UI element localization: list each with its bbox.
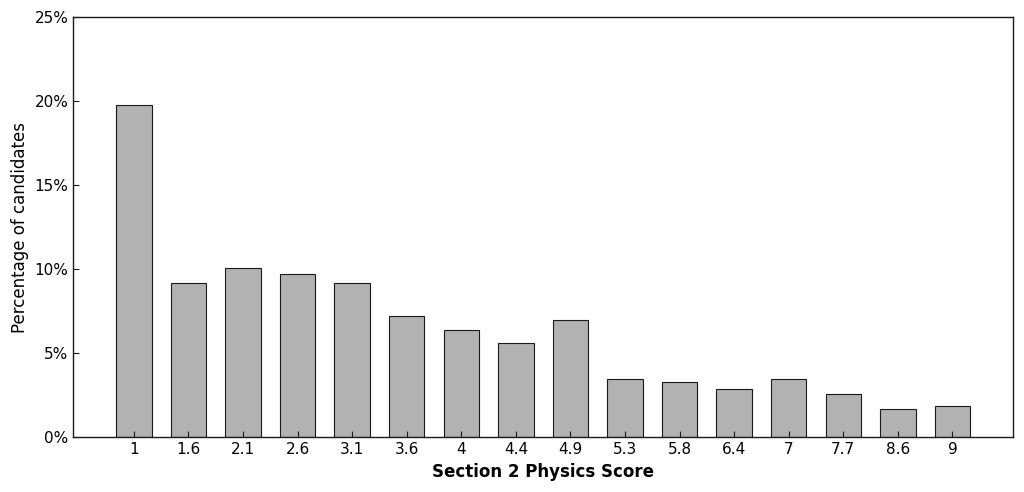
Bar — [335, 283, 370, 437]
Bar — [171, 283, 206, 437]
Bar — [225, 268, 261, 437]
X-axis label: Section 2 Physics Score: Section 2 Physics Score — [432, 463, 654, 481]
Bar — [825, 394, 861, 437]
Bar — [553, 320, 588, 437]
Bar — [443, 330, 479, 437]
Bar — [116, 104, 152, 437]
Bar — [881, 409, 915, 437]
Bar — [771, 379, 807, 437]
Bar — [662, 382, 697, 437]
Bar — [717, 389, 752, 437]
Y-axis label: Percentage of candidates: Percentage of candidates — [11, 122, 29, 333]
Bar — [607, 379, 643, 437]
Bar — [935, 405, 970, 437]
Bar — [280, 275, 315, 437]
Bar — [389, 316, 425, 437]
Bar — [498, 343, 534, 437]
